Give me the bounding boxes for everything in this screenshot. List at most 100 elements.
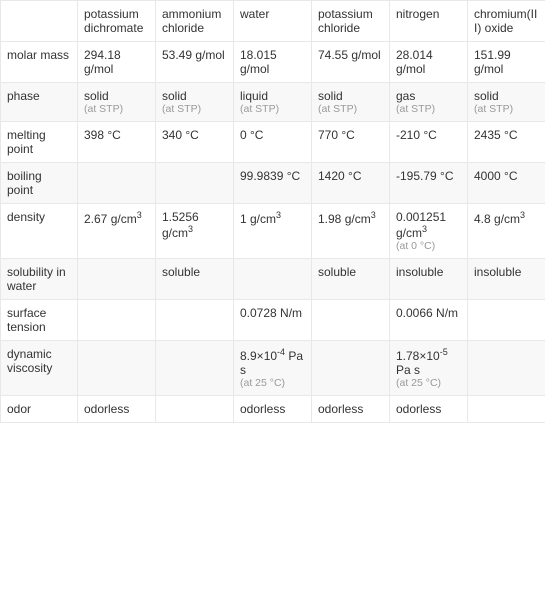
cell-value: 0.0066 N/m [396, 306, 458, 320]
cell-value: 340 °C [162, 128, 199, 142]
cell-value: liquid [240, 89, 268, 103]
table-cell: odorless [78, 396, 156, 423]
table-cell [156, 163, 234, 204]
row-label: phase [1, 83, 78, 122]
cell-subtext: (at 25 °C) [240, 377, 305, 389]
cell-superscript: 3 [371, 210, 376, 220]
table-row: solubility in water soluble soluble insolub… [1, 259, 545, 300]
cell-value: 2.67 g/cm [84, 212, 137, 226]
table-cell: gas(at STP) [390, 83, 468, 122]
table-cell: solid(at STP) [468, 83, 545, 122]
table-cell: 294.18 g/mol [78, 42, 156, 83]
table-cell [78, 259, 156, 300]
cell-value: 398 °C [84, 128, 121, 142]
cell-value: 4000 °C [474, 169, 518, 183]
cell-value: 1.5256 g/cm [162, 210, 199, 240]
table-row: odor odorless odorless odorless odorless [1, 396, 545, 423]
table-cell: 340 °C [156, 122, 234, 163]
cell-subtext: (at STP) [84, 103, 149, 115]
cell-value: 1420 °C [318, 169, 362, 183]
cell-value: 1 g/cm [240, 212, 276, 226]
cell-value: odorless [318, 402, 363, 416]
cell-value: solid [318, 89, 343, 103]
cell-superscript: 3 [422, 224, 427, 234]
cell-value: 8.9×10 [240, 349, 277, 363]
cell-value: solid [474, 89, 499, 103]
header-col-2: ammonium chloride [156, 1, 234, 42]
table-cell: -210 °C [390, 122, 468, 163]
row-label: density [1, 204, 78, 259]
table-cell [468, 396, 545, 423]
cell-value: 0 °C [240, 128, 263, 142]
table-cell: 398 °C [78, 122, 156, 163]
table-cell: 18.015 g/mol [234, 42, 312, 83]
table-cell: 4000 °C [468, 163, 545, 204]
header-row: potassium dichromate ammonium chloride w… [1, 1, 545, 42]
cell-value: 294.18 g/mol [84, 48, 121, 76]
table-row: boiling point 99.9839 °C 1420 °C -195.79 °C… [1, 163, 545, 204]
table-row: dynamic viscosity8.9×10-4 Pa s(at 25 °C)… [1, 341, 545, 396]
cell-value: odorless [396, 402, 441, 416]
row-label: surface tension [1, 300, 78, 341]
table-cell: 99.9839 °C [234, 163, 312, 204]
table-cell: 2435 °C [468, 122, 545, 163]
row-label: solubility in water [1, 259, 78, 300]
cell-superscript: 3 [137, 210, 142, 220]
row-label: melting point [1, 122, 78, 163]
table-row: phasesolid(at STP)solid(at STP)liquid(at… [1, 83, 545, 122]
row-label: boiling point [1, 163, 78, 204]
cell-value: insoluble [396, 265, 443, 279]
table-cell: 0 °C [234, 122, 312, 163]
cell-value: 99.9839 °C [240, 169, 300, 183]
table-cell: 8.9×10-4 Pa s(at 25 °C) [234, 341, 312, 396]
header-col-5: nitrogen [390, 1, 468, 42]
table-cell [156, 396, 234, 423]
table-cell: solid(at STP) [78, 83, 156, 122]
table-cell: 74.55 g/mol [312, 42, 390, 83]
cell-value: insoluble [474, 265, 521, 279]
table-cell: -195.79 °C [390, 163, 468, 204]
cell-superscript: -5 [440, 347, 448, 357]
cell-subtext: (at 25 °C) [396, 377, 461, 389]
table-cell: 1.78×10-5 Pa s(at 25 °C) [390, 341, 468, 396]
cell-post: Pa s [396, 363, 420, 377]
cell-value: 1.78×10 [396, 349, 440, 363]
cell-subtext: (at STP) [162, 103, 227, 115]
table-cell [468, 300, 545, 341]
cell-value: 74.55 g/mol [318, 48, 381, 62]
cell-value: -210 °C [396, 128, 437, 142]
cell-value: 53.49 g/mol [162, 48, 225, 62]
cell-subtext: (at STP) [396, 103, 461, 115]
cell-superscript: -4 [277, 347, 285, 357]
cell-value: gas [396, 89, 415, 103]
table-cell: 2.67 g/cm3 [78, 204, 156, 259]
table-cell: 4.8 g/cm3 [468, 204, 545, 259]
table-cell: soluble [312, 259, 390, 300]
cell-value: odorless [84, 402, 129, 416]
cell-value: soluble [162, 265, 200, 279]
properties-table: potassium dichromate ammonium chloride w… [0, 0, 545, 423]
cell-value: 1.98 g/cm [318, 212, 371, 226]
cell-superscript: 3 [276, 210, 281, 220]
cell-value: -195.79 °C [396, 169, 454, 183]
cell-subtext: (at STP) [318, 103, 383, 115]
header-empty [1, 1, 78, 42]
cell-value: solid [162, 89, 187, 103]
table-row: molar mass294.18 g/mol53.49 g/mol18.015 … [1, 42, 545, 83]
table-row: melting point 398 °C 340 °C 0 °C 770 °C -210 … [1, 122, 545, 163]
row-label: odor [1, 396, 78, 423]
cell-value: 0.0728 N/m [240, 306, 302, 320]
table-cell: liquid(at STP) [234, 83, 312, 122]
table-cell [78, 163, 156, 204]
table-cell: soluble [156, 259, 234, 300]
table-cell: odorless [234, 396, 312, 423]
table-cell: 0.0066 N/m [390, 300, 468, 341]
table-cell: 770 °C [312, 122, 390, 163]
cell-superscript: 3 [188, 224, 193, 234]
cell-superscript: 3 [520, 210, 525, 220]
table-row: density2.67 g/cm31.5256 g/cm31 g/cm31.98… [1, 204, 545, 259]
table-cell: 1420 °C [312, 163, 390, 204]
table-cell: solid(at STP) [156, 83, 234, 122]
table-cell [156, 300, 234, 341]
table-cell: solid(at STP) [312, 83, 390, 122]
